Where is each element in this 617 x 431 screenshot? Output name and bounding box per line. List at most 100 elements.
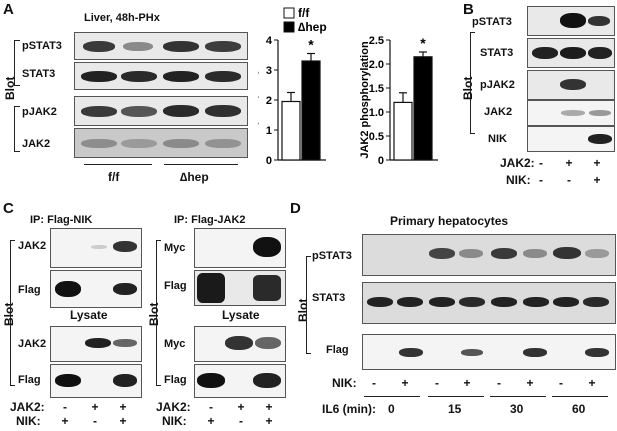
bracket-a-bottom [14,106,20,152]
bar [281,100,301,161]
band [459,297,485,307]
band [585,249,609,258]
band [583,297,609,307]
band [205,139,241,148]
b-jak2-sign: + [593,156,601,170]
y-tick-label: 2.5 [369,35,384,47]
c-row-right: Myc [164,242,186,254]
d-time-line [552,396,608,397]
y-axis-label: STAT3 phosphorylation [258,39,259,162]
blot-c-lys-flag [50,364,142,398]
panel-letter-b: B [463,1,474,18]
blot-a-jak2 [74,128,248,158]
band [429,248,455,259]
band [523,297,549,307]
band [197,273,225,303]
band [253,237,281,257]
band [397,297,423,307]
bracket-b [470,32,475,134]
d-row-pstat3: pSTAT3 [312,250,352,262]
d-nik-sign: + [526,376,534,390]
c-jak2-label-right: JAK2: [156,400,191,414]
group-line-ff [84,164,152,165]
y-tick-label: 4 [266,35,273,47]
band [532,47,558,59]
y-tick-label: 0 [378,155,384,167]
significance-star: * [308,37,314,53]
blot-d-flag [362,334,616,370]
band [560,79,586,90]
c-nik-sign: + [207,414,215,428]
group-label-dhep: ∆hep [180,170,209,184]
d-nik-sign: - [559,376,563,390]
b-nik-sign: - [539,173,543,187]
band [589,110,611,116]
y-tick-label: 2 [266,95,272,107]
band [81,139,117,148]
band [81,71,117,82]
band [255,337,281,349]
band [253,275,281,301]
blot-c-lys-jak2 [50,326,142,362]
c-row-left: Flag [18,374,41,386]
band [225,336,253,350]
band [113,241,137,252]
c-row-left: JAK2 [18,338,47,350]
band [560,47,586,59]
y-tick-label: 3 [266,65,272,77]
band [491,248,517,259]
legend-swatch [283,7,295,19]
panel-letter-a: A [3,1,14,18]
band [121,71,157,82]
blot-b-pjak2 [527,70,615,100]
d-row-flag: Flag [326,344,349,356]
d-nik-sign: + [463,376,471,390]
d-nik-sign: - [372,376,376,390]
blot-c-ip-myc [194,228,286,268]
c-jak2-sign: + [91,400,99,414]
band [55,374,81,387]
band [205,41,241,52]
band [588,16,610,26]
d-time-line [364,396,420,397]
y-tick-label: 0 [266,155,272,167]
panel-letter-d: D [290,200,301,217]
c-lysate-left: Lysate [70,308,108,322]
band [585,348,609,357]
c-nik-sign: - [239,414,243,428]
c-nik-sign: + [61,414,69,428]
row-label-pjak2: pJAK2 [22,106,57,118]
band [163,41,199,52]
band [197,373,225,388]
c-jak2-sign: + [265,400,273,414]
row-label-stat3: STAT3 [22,68,56,80]
y-tick-label: 1 [266,125,272,137]
blot-a-pjak2 [74,96,248,126]
significance-star: * [420,35,426,51]
c-row-right: Flag [164,374,187,386]
b-nik-sign: - [567,173,571,187]
c-nik-sign: + [119,414,127,428]
bracket-a-top [14,40,20,86]
blot-c-lys-myc [194,326,286,362]
bracket-d [306,256,311,354]
band [205,71,241,82]
bar [413,56,433,161]
band [121,139,157,148]
c-lysate-right: Lysate [222,308,260,322]
band [553,297,579,307]
band [561,110,585,116]
b-jak2-sign: - [539,156,543,170]
c-nik-sign: - [93,414,97,428]
bracket-c-right [156,240,161,386]
c-jak2-label-left: JAK2: [10,400,45,414]
blot-b-pstat3 [527,6,615,36]
blot-b-jak2 [527,100,615,126]
d-time-line [490,396,546,397]
d-row-stat3: STAT3 [312,292,346,304]
d-nik-sign: - [497,376,501,390]
band [367,297,393,307]
band [205,105,241,117]
c-jak2-sign: + [119,400,127,414]
c-ip-right: IP: Flag-JAK2 [174,214,246,226]
